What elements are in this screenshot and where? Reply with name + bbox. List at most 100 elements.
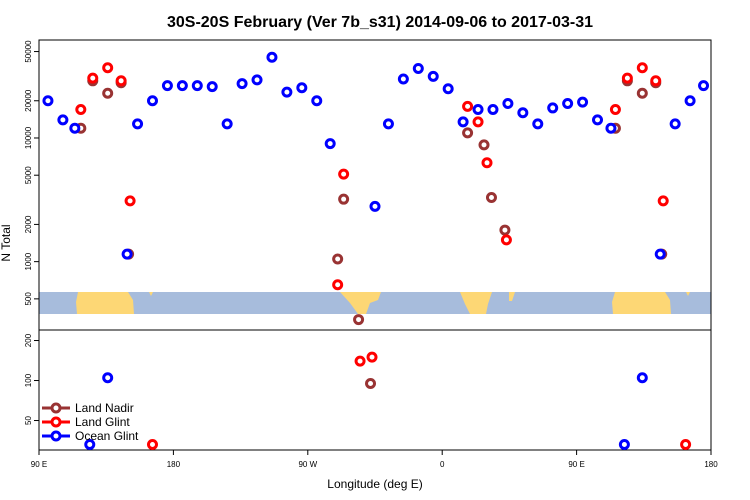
x-tick-label: 0: [440, 460, 445, 469]
ocean-glint-point-lower: [84, 438, 96, 450]
land-nadir-point: [636, 87, 648, 99]
y-tick-label: 10000: [24, 126, 33, 149]
y-tick-label: 50: [24, 416, 33, 425]
x-tick-label: 90 W: [298, 460, 317, 469]
ocean-glint-point: [487, 103, 499, 115]
legend-item-ocean-glint: Ocean Glint: [42, 429, 139, 443]
legend-swatch-marker: [50, 402, 62, 414]
ocean-glint-point: [412, 62, 424, 74]
ocean-glint-point: [236, 78, 248, 90]
y-tick-label: 500: [24, 292, 33, 306]
ocean-glint-point: [382, 118, 394, 130]
land-glint-point-lower: [680, 438, 692, 450]
land-nadir-point: [353, 314, 365, 326]
ocean-glint-point: [296, 82, 308, 94]
legend-label: Land Nadir: [75, 401, 134, 415]
ocean-glint-point: [698, 80, 710, 92]
ocean-glint-point: [517, 107, 529, 119]
ocean-glint-point: [562, 98, 574, 110]
ocean-glint-point: [592, 114, 604, 126]
legend: Land Nadir Land Glint Ocean Glint: [42, 401, 139, 443]
land-australia-repeat: [612, 292, 671, 314]
land-nadir-point: [485, 192, 497, 204]
y-tick-label: 200: [24, 333, 33, 347]
ocean-glint-point: [281, 86, 293, 98]
legend-item-land-nadir: Land Nadir: [42, 401, 134, 415]
land-ocean-map-strip: [39, 292, 711, 314]
land-madagascar: [509, 292, 515, 301]
ocean-glint-point: [654, 248, 666, 260]
ocean-glint-point: [132, 118, 144, 130]
land-glint-point-lower: [366, 351, 378, 363]
ocean-glint-point: [266, 51, 278, 63]
land-glint-point: [124, 195, 136, 207]
lower-panel-frame: [38, 329, 712, 451]
ocean-glint-point: [121, 248, 133, 260]
ocean-glint-point: [42, 95, 54, 107]
x-axis: 90 E 180 90 W 0 90 E 180: [31, 450, 718, 469]
land-glint-point: [75, 103, 87, 115]
land-nadir-point: [499, 224, 511, 236]
y-tick-label: 1000: [24, 252, 33, 270]
x-tick-label: 90 E: [31, 460, 47, 469]
land-africa: [460, 292, 492, 314]
y-tick-label: 50000: [24, 40, 33, 63]
ocean-glint-point: [427, 70, 439, 82]
land-south-america: [340, 292, 381, 314]
land-islands-east: [686, 292, 690, 296]
land-nadir-point: [332, 253, 344, 265]
ocean-glint-point: [69, 122, 81, 134]
ocean-glint-point: [547, 102, 559, 114]
ocean-glint-point: [176, 80, 188, 92]
land-glint-point-lower: [354, 355, 366, 367]
land-nadir-point: [102, 87, 114, 99]
y-axis-upper: 500 1000 2000 5000 10000 20000 50000: [24, 40, 39, 306]
x-axis-label: Longitude (deg E): [327, 477, 422, 491]
legend-swatch-marker: [50, 430, 62, 442]
ocean-glint-point: [502, 98, 514, 110]
y-tick-label: 2000: [24, 215, 33, 233]
land-glint-point: [332, 279, 344, 291]
y-tick-label: 20000: [24, 89, 33, 112]
ocean-glint-point: [605, 122, 617, 134]
data-points: [42, 51, 710, 450]
ocean-glint-point: [472, 103, 484, 115]
land-islands-west: [149, 292, 153, 296]
y-tick-label: 5000: [24, 166, 33, 184]
land-glint-point: [636, 62, 648, 74]
ocean-glint-point-lower: [102, 372, 114, 384]
ocean-glint-point: [251, 74, 263, 86]
ocean-glint-point-lower: [636, 372, 648, 384]
land-glint-point: [621, 72, 633, 84]
ocean-glint-point: [324, 138, 336, 150]
land-glint-point: [462, 100, 474, 112]
land-glint-point: [609, 103, 621, 115]
land-glint-point: [657, 195, 669, 207]
ocean-glint-point: [397, 73, 409, 85]
ocean-glint-point: [442, 83, 454, 95]
land-glint-point: [500, 234, 512, 246]
y-axis-lower: 50 100 200: [24, 333, 39, 425]
land-glint-point: [650, 75, 662, 87]
ocean-glint-point: [146, 95, 158, 107]
y-axis-label: N Total: [0, 224, 13, 261]
land-glint-point: [87, 72, 99, 84]
upper-panel-frame: [38, 39, 712, 331]
ocean-glint-point: [311, 95, 323, 107]
land-glint-point-lower: [146, 438, 158, 450]
ocean-glint-point: [532, 118, 544, 130]
ocean-glint-point: [161, 80, 173, 92]
x-tick-label: 180: [704, 460, 718, 469]
land-nadir-point: [338, 193, 350, 205]
land-nadir-point: [478, 139, 490, 151]
land-nadir-point-lower: [365, 377, 377, 389]
chart-title: 30S-20S February (Ver 7b_s31) 2014-09-06…: [167, 14, 593, 31]
ocean-glint-point: [57, 114, 69, 126]
ocean-glint-point: [457, 116, 469, 128]
land-nadir-point: [462, 127, 474, 139]
legend-label: Ocean Glint: [75, 429, 139, 443]
land-glint-point: [481, 157, 493, 169]
legend-label: Land Glint: [75, 415, 130, 429]
legend-swatch-marker: [50, 416, 62, 428]
